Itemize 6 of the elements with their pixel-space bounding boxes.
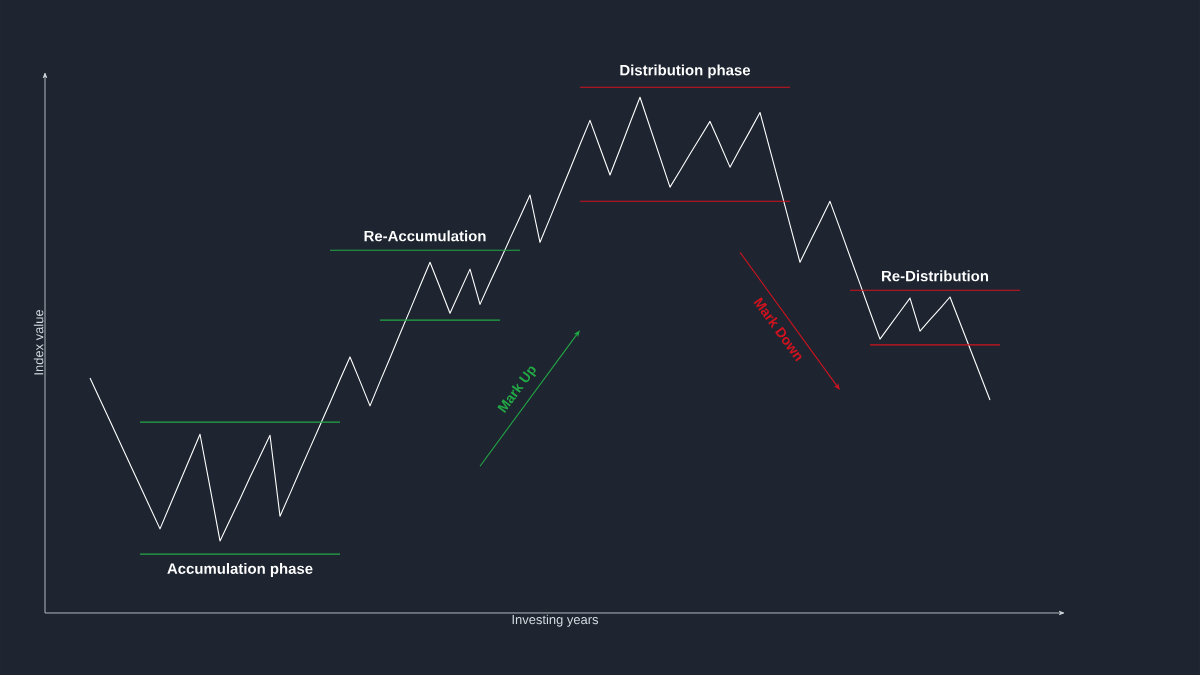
series-label: Distribution phase: [620, 64, 751, 79]
series-label: Accumulation phase: [167, 562, 313, 577]
series-label: Re-Accumulation: [364, 230, 486, 242]
series-label: Re-Distribution: [882, 270, 989, 282]
y-axis-title: Index value: [33, 309, 44, 375]
x-axis-title: Investing years: [512, 614, 599, 627]
